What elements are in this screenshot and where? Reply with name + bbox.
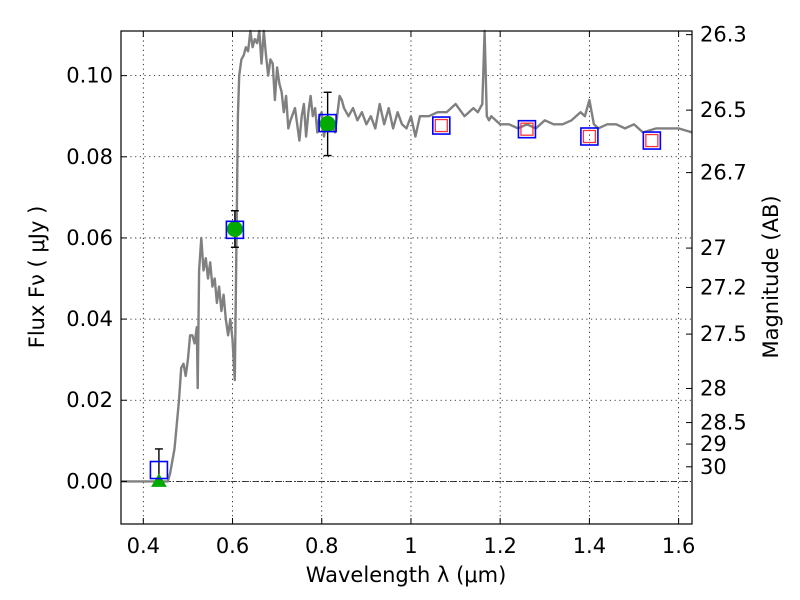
plot-frame	[120, 30, 693, 525]
model-photometry-square	[642, 131, 662, 150]
x-tick-label: 0.8	[305, 534, 338, 558]
spectrum-line	[121, 29, 693, 483]
observed-flux-point	[226, 221, 243, 238]
photometry-markers	[149, 91, 662, 487]
model-spectrum	[121, 29, 693, 483]
model-photometry-square	[318, 113, 337, 133]
y-tick-label: 0.10	[66, 64, 113, 88]
axis-ticks: 0.4 0.6 0.8 1 1.2 1.4 1.6 0.00 0.02 0.04 0.06 0.08 0…	[66, 23, 747, 558]
right-tick-label: 27.2	[700, 275, 747, 299]
model-photometry-square	[517, 119, 537, 139]
x-axis-label: Wavelength λ (μm)	[306, 563, 507, 587]
model-photometry-square	[225, 220, 245, 240]
x-tick-label: 1.2	[483, 534, 516, 558]
right-tick-label: 27	[700, 236, 727, 260]
x-tick-label: 1.6	[662, 534, 695, 558]
right-tick-label: 28.5	[700, 411, 747, 435]
y-tick-label: 0.04	[66, 307, 113, 331]
model-photometry-square	[580, 127, 599, 146]
right-axis-label: Magnitude (AB)	[759, 195, 783, 358]
y-tick-label: 0.08	[66, 145, 113, 169]
x-tick-label: 0.4	[127, 534, 160, 558]
right-tick-label: 26.7	[700, 161, 747, 185]
right-tick-label: 26.3	[700, 23, 747, 47]
y-tick-label: 0.00	[66, 469, 113, 493]
x-tick-label: 1.4	[573, 534, 606, 558]
right-tick-label: 26.5	[700, 98, 747, 122]
x-tick-label: 0.6	[216, 534, 249, 558]
observed-flux-point	[319, 115, 336, 132]
right-tick-label: 29	[700, 432, 727, 456]
predicted-flux-square	[645, 133, 659, 148]
grid-lines	[121, 31, 692, 524]
right-tick-label: 30	[700, 455, 727, 479]
right-tick-label: 27.5	[700, 322, 747, 346]
upper-limit-triangle	[151, 473, 167, 487]
y-tick-label: 0.06	[66, 226, 113, 250]
predicted-flux-square	[434, 118, 448, 133]
x-tick-label: 1	[404, 534, 417, 558]
model-photometry-square	[431, 116, 451, 135]
y-axis-label: Flux Fν ( μJy )	[25, 206, 49, 349]
model-photometry-square	[149, 460, 169, 480]
right-tick-label: 28	[700, 376, 727, 400]
y-tick-label: 0.02	[66, 388, 113, 412]
predicted-flux-square	[582, 129, 597, 144]
predicted-flux-square	[520, 122, 534, 136]
